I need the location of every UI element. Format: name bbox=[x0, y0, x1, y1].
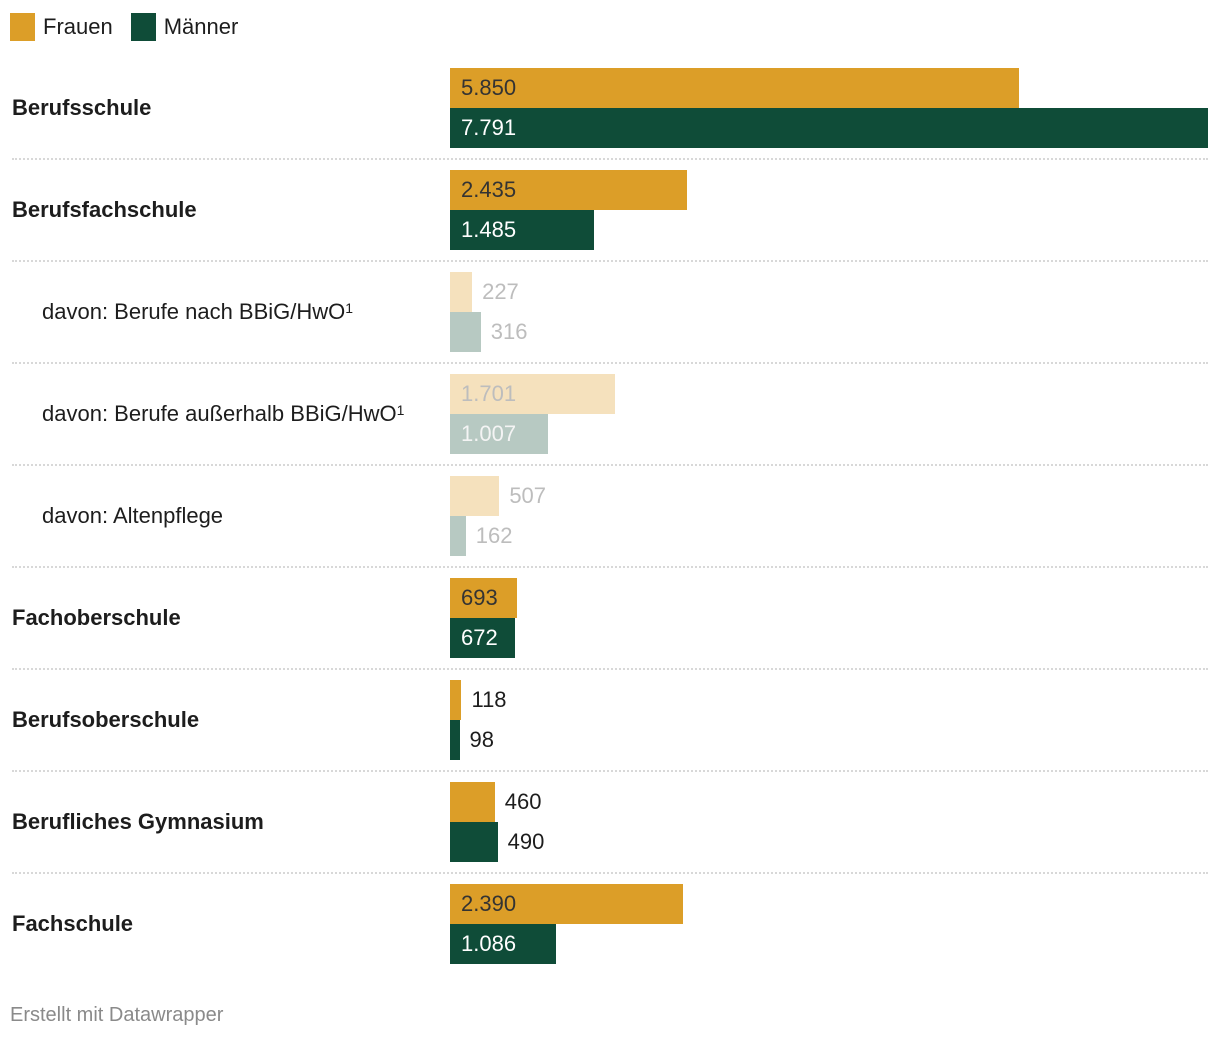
value-label: 2.435 bbox=[461, 177, 517, 202]
category-label-text: Berufsoberschule bbox=[12, 707, 200, 732]
category-label: davon: Altenpflege bbox=[42, 466, 223, 566]
bar-maenner bbox=[450, 108, 1208, 148]
category-label: davon: Berufe außerhalb BBiG/HwO 1 bbox=[42, 364, 404, 464]
legend-item-maenner: Männer bbox=[130, 13, 239, 41]
bar-maenner bbox=[450, 618, 516, 658]
bar-frauen bbox=[450, 476, 500, 516]
bar-frauen bbox=[450, 68, 1020, 108]
chart-row: Fachoberschule 693 672 bbox=[12, 568, 1208, 670]
footnote-marker: 1 bbox=[345, 300, 354, 316]
legend-item-frauen: Frauen bbox=[10, 13, 113, 41]
chart-row: Fachschule 2.390 1.086 bbox=[12, 874, 1208, 976]
bar-maenner bbox=[450, 210, 595, 250]
chart-row: davon: Berufe außerhalb BBiG/HwO 1 1.701 1.… bbox=[12, 364, 1208, 466]
value-label: 1.701 bbox=[461, 381, 517, 406]
category-label: Berufsfachschule bbox=[12, 160, 197, 260]
bar-frauen bbox=[450, 170, 687, 210]
chart-row: davon: Berufe nach BBiG/HwO 1 227 316 bbox=[12, 262, 1208, 364]
value-label: 5.850 bbox=[461, 75, 517, 100]
footnote-marker: 1 bbox=[396, 402, 405, 418]
legend-label-maenner: Männer bbox=[163, 14, 239, 39]
category-label-text: Berufliches Gymnasium bbox=[12, 809, 264, 834]
value-label: 316 bbox=[490, 319, 528, 344]
category-label: Fachschule bbox=[12, 874, 133, 974]
value-label: 118 bbox=[471, 687, 507, 712]
category-label-text: Berufsfachschule bbox=[12, 197, 197, 222]
chart-row: Berufsoberschule 118 98 bbox=[12, 670, 1208, 772]
value-label: 162 bbox=[475, 523, 513, 548]
value-label: 7.791 bbox=[461, 115, 517, 140]
value-label: 227 bbox=[482, 279, 519, 304]
value-label: 1.485 bbox=[461, 217, 517, 242]
bar-maenner bbox=[450, 720, 460, 760]
legend: Frauen Männer bbox=[10, 13, 256, 41]
category-label: Berufsoberschule bbox=[12, 670, 199, 770]
bar-frauen bbox=[450, 884, 683, 924]
value-label: 1.086 bbox=[461, 931, 517, 956]
value-label: 1.007 bbox=[461, 421, 517, 446]
legend-swatch-frauen bbox=[10, 13, 35, 41]
category-label: Berufsschule bbox=[12, 58, 151, 158]
legend-label-frauen: Frauen bbox=[43, 14, 113, 39]
chart-row: Berufliches Gymnasium 460 490 bbox=[12, 772, 1208, 874]
value-label: 460 bbox=[504, 789, 542, 814]
bar-frauen bbox=[450, 374, 616, 414]
bar-frauen bbox=[450, 578, 518, 618]
category-label-text: davon: Berufe nach BBiG/HwO bbox=[42, 299, 346, 324]
bar-maenner bbox=[450, 312, 481, 352]
bar-frauen bbox=[450, 272, 473, 312]
bar-maenner bbox=[450, 822, 498, 862]
bar-maenner bbox=[450, 516, 466, 556]
value-label: 507 bbox=[509, 483, 547, 508]
bar-maenner bbox=[450, 924, 556, 964]
value-label: 98 bbox=[469, 727, 495, 752]
chart-row: Berufsfachschule 2.435 1.485 bbox=[12, 160, 1208, 262]
value-label: 2.390 bbox=[461, 891, 517, 916]
category-label: davon: Berufe nach BBiG/HwO 1 bbox=[42, 262, 353, 362]
category-label: Berufliches Gymnasium bbox=[12, 772, 264, 872]
chart-row: Berufsschule 5.850 7.791 bbox=[12, 58, 1208, 160]
category-label-text: davon: Berufe außerhalb BBiG/HwO bbox=[42, 401, 397, 426]
legend-swatch-maenner bbox=[130, 13, 156, 41]
category-label-text: Fachschule bbox=[12, 911, 134, 936]
value-label: 672 bbox=[461, 625, 498, 650]
category-label-text: Berufsschule bbox=[12, 95, 152, 120]
bar-frauen bbox=[450, 680, 462, 720]
value-label: 693 bbox=[461, 585, 498, 610]
footer-credit: Erstellt mit Datawrapper bbox=[10, 1004, 224, 1026]
bar-chart: Berufsschule 5.850 7.791 Berufsfachschule 2.… bbox=[12, 58, 1208, 976]
category-label: Fachoberschule bbox=[12, 568, 181, 668]
value-label: 490 bbox=[507, 829, 545, 854]
bar-maenner bbox=[450, 414, 548, 454]
category-label-text: Fachoberschule bbox=[12, 605, 181, 630]
chart-row: davon: Altenpflege 507 162 bbox=[12, 466, 1208, 568]
category-label-text: davon: Altenpflege bbox=[42, 503, 224, 528]
bar-frauen bbox=[450, 782, 495, 822]
